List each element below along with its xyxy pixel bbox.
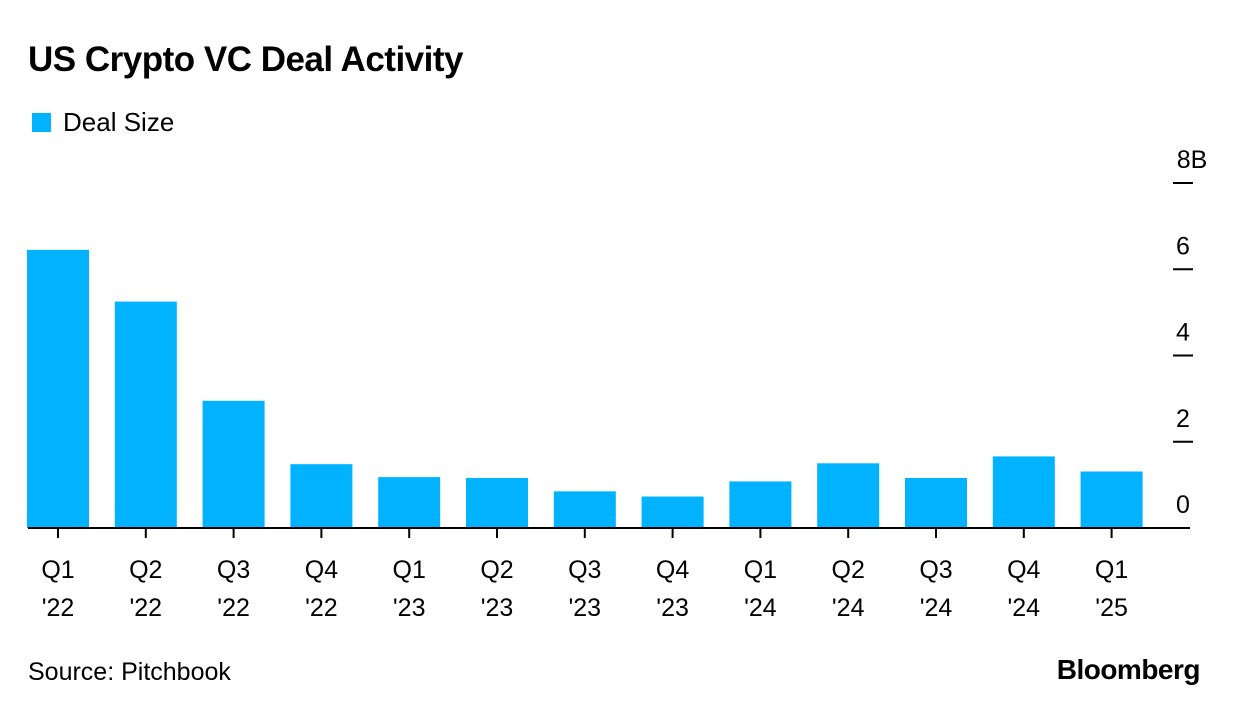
bar-2	[202, 400, 265, 528]
chart-title: US Crypto VC Deal Activity	[28, 40, 463, 79]
bar-5	[466, 477, 528, 528]
y-tick-label-4: 8B	[1177, 146, 1208, 174]
x-tick-label-quarter-9: Q2	[832, 556, 865, 584]
x-tick-label-quarter-0: Q1	[41, 556, 74, 584]
x-tick-label-year-6: '23	[569, 594, 602, 622]
bar-7	[641, 496, 704, 528]
y-tick-label-1: 2	[1176, 405, 1190, 433]
x-tick-label-quarter-10: Q3	[919, 556, 952, 584]
bar-8	[729, 481, 792, 528]
x-tick-label-year-12: '25	[1095, 594, 1128, 622]
x-tick-label-quarter-7: Q4	[656, 556, 689, 584]
source-note: Source: Pitchbook	[28, 658, 231, 686]
x-tick-label-quarter-6: Q3	[568, 556, 601, 584]
x-tick-label-quarter-3: Q4	[305, 556, 338, 584]
x-tick-label-year-10: '24	[920, 594, 953, 622]
bar-6	[553, 491, 616, 528]
x-tick-label-quarter-5: Q2	[480, 556, 513, 584]
y-tick-label-0: 0	[1176, 491, 1190, 519]
bar-0	[27, 249, 89, 528]
x-tick-label-year-3: '22	[305, 594, 338, 622]
x-tick-label-year-0: '22	[42, 594, 75, 622]
x-tick-label-year-11: '24	[1008, 594, 1041, 622]
bar-3	[290, 464, 353, 528]
x-tick-label-year-1: '22	[130, 594, 163, 622]
x-tick-label-year-8: '24	[744, 594, 777, 622]
x-tick-label-quarter-2: Q3	[217, 556, 250, 584]
y-tick-label-3: 6	[1176, 232, 1190, 260]
x-tick-label-quarter-8: Q1	[744, 556, 777, 584]
x-tick-label-year-4: '23	[393, 594, 426, 622]
x-tick-label-quarter-4: Q1	[393, 556, 426, 584]
bar-4	[378, 477, 441, 528]
bloomberg-logo: Bloomberg	[1056, 654, 1201, 685]
bar-1	[114, 301, 177, 528]
bar-9	[817, 463, 880, 528]
x-tick-label-year-5: '23	[481, 594, 514, 622]
x-tick-label-year-7: '23	[656, 594, 689, 622]
bar-10	[905, 477, 967, 528]
y-tick-label-2: 4	[1176, 319, 1190, 347]
legend-swatch-deal-size	[32, 113, 51, 132]
x-tick-label-year-2: '22	[217, 594, 250, 622]
legend-label-deal-size: Deal Size	[63, 107, 175, 137]
x-tick-label-quarter-12: Q1	[1095, 556, 1128, 584]
x-tick-label-quarter-11: Q4	[1007, 556, 1040, 584]
bar-11	[992, 456, 1055, 528]
x-tick-label-quarter-1: Q2	[129, 556, 162, 584]
x-tick-label-year-9: '24	[832, 594, 865, 622]
legend: Deal Size	[32, 107, 174, 138]
bar-12	[1080, 471, 1143, 528]
